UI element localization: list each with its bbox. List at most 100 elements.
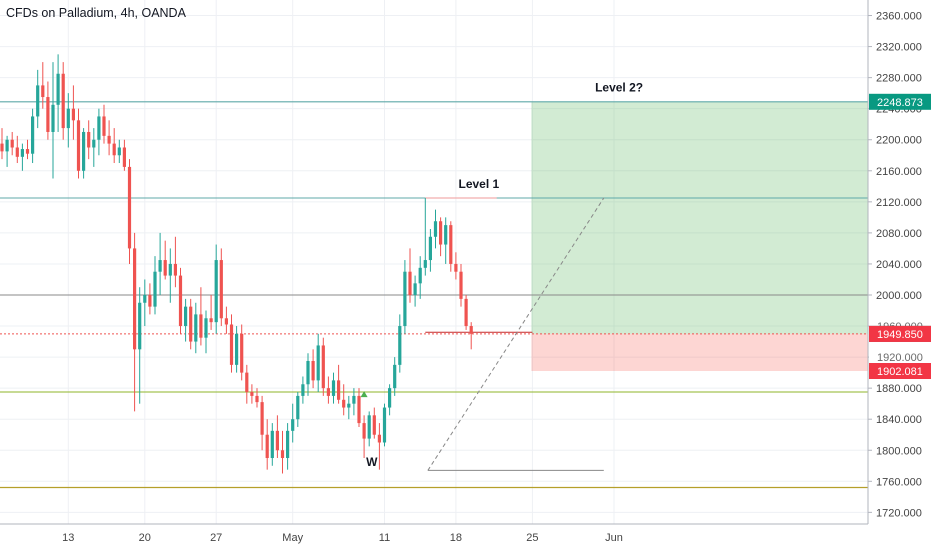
chart-annotation: W (366, 455, 378, 469)
price-axis-label: 1760.000 (876, 476, 922, 488)
candle-body (362, 423, 366, 439)
candle-body (199, 314, 203, 338)
candle-body (235, 333, 239, 365)
candle-body (15, 147, 19, 157)
price-label-text: 2248.873 (877, 97, 923, 109)
candle-body (245, 372, 249, 393)
candle-body (413, 283, 417, 295)
price-label-text: 1920.000 (877, 352, 923, 364)
candle-body (194, 314, 198, 342)
candle-body (5, 139, 9, 152)
candle-body (61, 73, 65, 129)
candle-body (275, 430, 279, 451)
candle-body (398, 326, 402, 365)
candle-body (87, 131, 91, 148)
price-axis-label: 1720.000 (876, 507, 922, 519)
candle-body (148, 294, 152, 307)
signal-marker (360, 391, 368, 398)
price-axis-label: 2120.000 (876, 197, 922, 209)
candle-body (423, 260, 427, 268)
price-axis-background (868, 0, 932, 550)
time-axis-label: 27 (210, 532, 222, 544)
candle-body (296, 395, 300, 420)
candle-body (168, 263, 172, 276)
candle-body (347, 403, 351, 408)
candle-body (377, 434, 381, 443)
candle-body (214, 260, 218, 323)
chart-title: CFDs on Palladium, 4h, OANDA (6, 6, 186, 20)
price-axis-label: 2280.000 (876, 73, 922, 85)
candle-body (143, 294, 147, 303)
candle-body (138, 302, 142, 350)
price-axis-label: 1840.000 (876, 414, 922, 426)
candle-body (51, 104, 55, 132)
price-label-text: 1949.850 (877, 329, 923, 341)
time-axis-label: 11 (379, 532, 390, 544)
candle-body (291, 419, 295, 431)
time-axis-label: 20 (139, 532, 151, 544)
candle-body (31, 116, 35, 154)
candle-body (316, 345, 320, 381)
candle-body (260, 402, 264, 435)
price-label-box (869, 349, 931, 366)
candle-body (331, 380, 336, 396)
price-axis-label: 2200.000 (876, 135, 922, 147)
candle-body (321, 345, 325, 389)
candle-body (367, 415, 371, 439)
candle-body (158, 260, 162, 272)
candle-body (342, 399, 346, 408)
candle-body (250, 392, 254, 396)
candle-body (0, 143, 4, 152)
candle-body (311, 360, 315, 381)
candle-body (408, 271, 412, 295)
candle-body (265, 434, 269, 459)
price-axis-label: 2000.000 (876, 290, 922, 302)
candle-body (382, 407, 387, 443)
candle-body (229, 324, 234, 365)
time-axis-background (0, 524, 932, 550)
candle-body (56, 73, 60, 105)
candle-body (393, 364, 397, 389)
candle-body (76, 120, 81, 171)
candle-body (122, 147, 126, 167)
time-axis-label: May (282, 532, 303, 544)
candle-body (209, 318, 213, 323)
candle-body (464, 298, 468, 327)
candle-body (357, 395, 361, 424)
candle-body (66, 108, 70, 129)
candle-body (337, 380, 341, 400)
candle-body (444, 225, 448, 245)
candle-body (428, 236, 432, 261)
candle-body (270, 430, 274, 459)
candle-body (173, 263, 177, 276)
candle-body (255, 395, 259, 403)
loss-zone (531, 333, 868, 372)
candle-body (163, 260, 167, 276)
candle-body (82, 131, 86, 171)
candle-body (71, 108, 75, 121)
candle-body (301, 384, 305, 396)
candle-body (449, 225, 453, 264)
price-axis-label: 2320.000 (876, 42, 922, 54)
candle-body (178, 275, 183, 327)
candle-body (92, 139, 96, 148)
price-axis-label: 1800.000 (876, 445, 922, 457)
candle-body (189, 306, 193, 342)
candle-body (352, 395, 356, 404)
profit-zone (531, 101, 868, 334)
candle-body (454, 263, 458, 272)
price-axis-label: 2040.000 (876, 259, 922, 271)
candle-body (418, 267, 422, 284)
candle-body (403, 271, 407, 327)
candle-body (41, 85, 45, 98)
time-axis-label: 18 (450, 532, 462, 544)
candle-body (469, 326, 473, 334)
candle-body (326, 388, 330, 396)
candle-body (280, 450, 285, 459)
candle-body (153, 271, 157, 307)
candle-body (25, 149, 30, 154)
candle-body (97, 116, 101, 140)
candle-body (306, 360, 310, 385)
